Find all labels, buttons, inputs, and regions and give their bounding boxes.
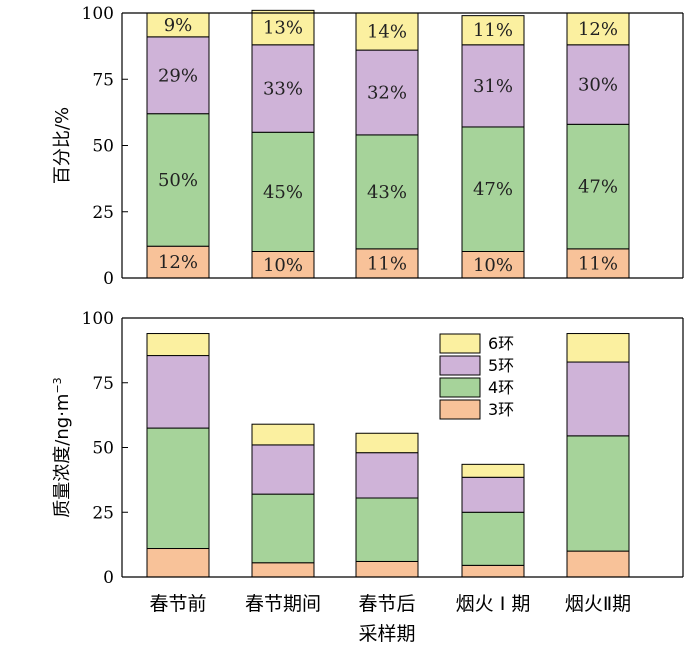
y-axis-title-superscript: −3 xyxy=(51,377,64,393)
legend-label: 5环 xyxy=(488,356,514,375)
bar-segment xyxy=(461,476,525,513)
data-label: 31% xyxy=(473,76,513,97)
data-label: 10% xyxy=(473,255,513,276)
x-tick-label: 春节后 xyxy=(358,593,415,615)
legend-swatch xyxy=(439,399,481,420)
legend-label: 6环 xyxy=(488,334,514,353)
data-label: 43% xyxy=(367,182,407,203)
bar-segment xyxy=(355,432,419,454)
y-tick-label: 100 xyxy=(82,309,114,329)
x-tick-label: 春节前 xyxy=(149,593,206,615)
legend-swatch xyxy=(439,377,481,398)
bar-segment xyxy=(251,444,315,495)
bar-segment xyxy=(566,248,630,279)
legend-swatch xyxy=(439,355,481,376)
data-label: 29% xyxy=(158,65,198,86)
y-tick-label: 25 xyxy=(92,503,114,523)
legend: 6环 5环 4环 3环 xyxy=(439,333,514,420)
data-label: 12% xyxy=(158,252,198,273)
y-axis-title-text: 质量浓度/ng·m xyxy=(52,394,73,518)
data-label: 10% xyxy=(263,255,303,276)
y-axis-title: 质量浓度/ng·m−3 xyxy=(51,377,73,517)
percentage-panel: 12% 50% 29% 9% 10% 45% 33% 13% 11% 43% 32% 14% 10% 47… xyxy=(52,4,684,289)
data-label: 33% xyxy=(263,79,303,100)
y-tick-label: 0 xyxy=(103,568,114,588)
bar-segment xyxy=(461,15,525,46)
x-tick-label: 烟火 Ⅰ 期 xyxy=(456,593,531,615)
bar-segment xyxy=(566,333,630,363)
bar-segment xyxy=(251,423,315,446)
bar-segment xyxy=(355,134,419,250)
y-axis-title-text: 百分比/% xyxy=(52,107,73,184)
data-label: 12% xyxy=(578,19,618,40)
bar-segment xyxy=(355,248,419,279)
data-label: 13% xyxy=(263,18,303,39)
data-label: 14% xyxy=(367,22,407,43)
legend-swatch xyxy=(439,333,481,354)
concentration-panel: 0 25 50 75 100 质量浓度/ng·m−3 xyxy=(51,309,684,588)
bar-segment xyxy=(146,113,210,247)
bar-segment xyxy=(251,9,315,46)
bar-segment xyxy=(146,427,210,550)
x-tick-label: 春节期间 xyxy=(245,593,321,615)
bar-segment xyxy=(251,562,315,578)
bar-segment xyxy=(251,44,315,133)
y-tick-label: 75 xyxy=(92,374,114,394)
bar-segment xyxy=(566,12,630,46)
bar-segment xyxy=(566,435,630,552)
data-label: 30% xyxy=(578,75,618,96)
bar-segment xyxy=(566,550,630,578)
bar-segment xyxy=(566,123,630,250)
bar-segment xyxy=(355,560,419,578)
y-tick-label: 50 xyxy=(92,439,114,459)
bar-segment xyxy=(355,12,419,51)
bar-segment xyxy=(146,245,210,279)
x-axis-title: 采样期 xyxy=(358,623,415,645)
bar-segment xyxy=(251,131,315,252)
data-label: 11% xyxy=(578,253,618,274)
data-label: 32% xyxy=(367,83,407,104)
data-label: 50% xyxy=(158,170,198,191)
bar-segment xyxy=(461,511,525,566)
bar-segment xyxy=(461,564,525,578)
bar-segment xyxy=(461,251,525,279)
y-tick-label: 0 xyxy=(103,269,114,289)
legend-label: 4环 xyxy=(488,378,514,397)
data-label: 11% xyxy=(473,20,513,41)
bar-segment xyxy=(146,548,210,578)
bar-segment xyxy=(146,355,210,429)
bar-segment xyxy=(355,452,419,499)
bar-segment xyxy=(461,44,525,128)
data-label: 11% xyxy=(367,253,407,274)
data-label: 47% xyxy=(473,179,513,200)
data-label: 45% xyxy=(263,182,303,203)
y-tick-label: 50 xyxy=(92,137,114,157)
bar-segment xyxy=(355,497,419,562)
bar-segment xyxy=(566,361,630,437)
data-label: 9% xyxy=(164,15,193,36)
data-label: 47% xyxy=(578,177,618,198)
bar-segment xyxy=(461,126,525,252)
legend-label: 3环 xyxy=(488,400,514,419)
bar-segment xyxy=(566,44,630,125)
bar-segment xyxy=(251,493,315,564)
x-tick-label: 烟火Ⅱ期 xyxy=(565,593,631,615)
bar-segment xyxy=(461,463,525,478)
bar-segment xyxy=(146,333,210,357)
y-tick-label: 75 xyxy=(92,70,114,90)
y-tick-label: 100 xyxy=(82,4,114,24)
y-axis-title: 百分比/% xyxy=(52,107,73,184)
y-tick-label: 25 xyxy=(92,203,114,223)
